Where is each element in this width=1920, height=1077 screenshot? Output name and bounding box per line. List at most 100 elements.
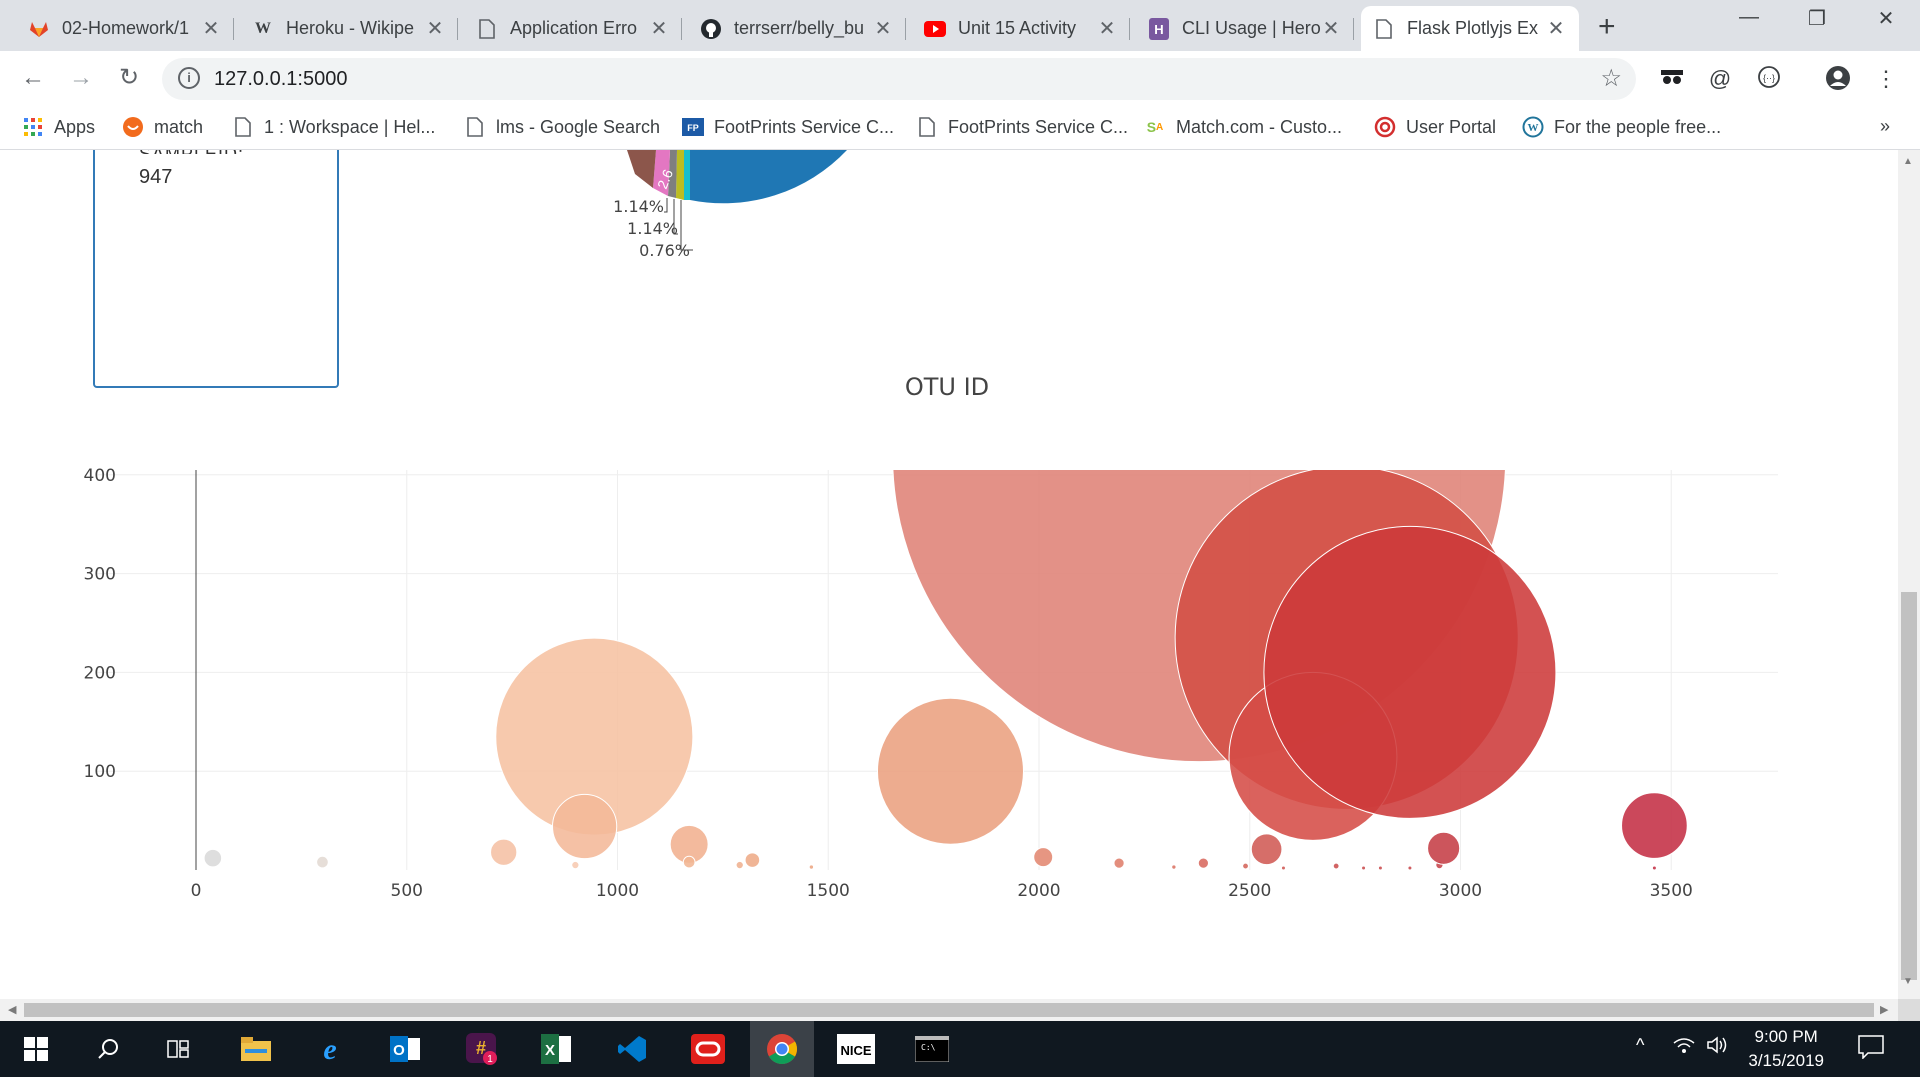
tab-github[interactable]: terrserr/belly_bu ✕	[688, 6, 906, 51]
menu-kebab-icon[interactable]: ⋮	[1875, 66, 1897, 91]
chrome-icon[interactable]	[750, 1021, 814, 1077]
oracle-icon[interactable]	[688, 1029, 728, 1069]
close-icon[interactable]: ✕	[426, 18, 444, 40]
bubble-point[interactable]	[316, 855, 329, 869]
bubble-point[interactable]	[1033, 847, 1054, 868]
edge-icon[interactable]: e	[310, 1029, 350, 1069]
bookmarks-overflow-chevron-icon[interactable]: »	[1880, 116, 1891, 136]
json-extension-icon[interactable]: {··}	[1755, 65, 1783, 93]
bubble-point[interactable]	[1263, 525, 1557, 819]
close-icon[interactable]: ✕	[1322, 18, 1340, 40]
notifications-icon[interactable]	[1858, 1035, 1884, 1064]
back-arrow-icon[interactable]: ←	[21, 64, 45, 91]
pie-slice-olive[interactable]	[676, 150, 684, 200]
pie-slice-blue[interactable]	[690, 150, 847, 204]
nice-icon[interactable]: NICE	[836, 1029, 876, 1069]
tab-cli-usage[interactable]: H CLI Usage | Hero ✕	[1136, 6, 1354, 51]
volume-icon[interactable]	[1706, 1035, 1730, 1060]
bubble-point[interactable]	[1361, 865, 1367, 870]
profile-avatar-icon[interactable]	[1824, 65, 1852, 93]
pie-slice-pink[interactable]	[653, 150, 670, 196]
bookmark-apps[interactable]: Apps	[22, 116, 95, 138]
terminal-icon[interactable]: C:\	[912, 1029, 952, 1069]
address-bar[interactable]: i 127.0.0.1:5000 ☆	[162, 58, 1636, 100]
bookmark-footprints-2[interactable]: FootPrints Service C...	[916, 116, 1128, 138]
vertical-scrollbar[interactable]: ▲ ▼	[1898, 150, 1920, 999]
bubble-point[interactable]	[571, 860, 580, 870]
url-text[interactable]: 127.0.0.1:5000	[214, 68, 348, 90]
bubble-point[interactable]	[552, 793, 618, 860]
bookmark-star-icon[interactable]: ☆	[1600, 65, 1622, 92]
bubble-point[interactable]	[1171, 864, 1177, 870]
slack-icon[interactable]: #1	[462, 1029, 502, 1069]
bubble-point[interactable]	[1113, 857, 1125, 869]
bookmark-footprints-1[interactable]: FP FootPrints Service C...	[682, 116, 894, 138]
horizontal-scroll-thumb[interactable]	[24, 1003, 1874, 1017]
bubble-point[interactable]	[1242, 862, 1249, 870]
reload-icon[interactable]: ↻	[118, 64, 140, 91]
bubble-point[interactable]	[735, 860, 744, 870]
scroll-right-arrow-icon[interactable]: ▶	[1880, 1004, 1889, 1016]
bubble-point[interactable]	[744, 852, 761, 868]
bubble-point[interactable]	[1651, 865, 1657, 870]
bubble-point[interactable]	[682, 855, 696, 869]
spiral-extension-icon[interactable]: @	[1708, 66, 1732, 91]
close-icon[interactable]: ✕	[1547, 18, 1565, 40]
restore-button[interactable]: ❐	[1808, 8, 1826, 30]
bubble-point[interactable]	[1621, 792, 1688, 859]
pie-slice-brown[interactable]	[627, 150, 656, 188]
scroll-down-arrow-icon[interactable]: ▼	[1903, 976, 1913, 987]
bookmark-for-the-people[interactable]: W For the people free...	[1522, 116, 1721, 138]
minimize-button[interactable]: —	[1739, 6, 1759, 28]
incognito-extension-icon[interactable]	[1658, 65, 1686, 93]
scroll-left-arrow-icon[interactable]: ◀	[8, 1004, 17, 1016]
svg-text:X: X	[545, 1042, 555, 1059]
bookmark-lms-search[interactable]: lms - Google Search	[464, 116, 660, 138]
bubble-point[interactable]	[808, 864, 815, 870]
close-icon[interactable]: ✕	[650, 18, 668, 40]
close-icon[interactable]: ✕	[1098, 18, 1116, 40]
bubble-point[interactable]	[1197, 857, 1209, 869]
tab-homework[interactable]: 02-Homework/1 ✕	[16, 6, 234, 51]
close-icon[interactable]: ✕	[202, 18, 220, 40]
task-view-icon[interactable]	[158, 1029, 198, 1069]
bubble-point[interactable]	[490, 838, 518, 866]
scroll-up-arrow-icon[interactable]: ▲	[1903, 156, 1913, 167]
tab-flask-plotly[interactable]: Flask Plotlyjs Ex ✕	[1361, 6, 1579, 51]
bookmark-user-portal[interactable]: User Portal	[1374, 116, 1496, 138]
windows-start-icon[interactable]	[16, 1029, 56, 1069]
tab-heroku-wiki[interactable]: W Heroku - Wikipe ✕	[240, 6, 458, 51]
horizontal-scrollbar[interactable]: ◀ ▶	[0, 999, 1898, 1021]
bubble-point[interactable]	[876, 697, 1024, 845]
info-icon[interactable]: i	[178, 67, 200, 89]
bubble-point[interactable]	[1280, 865, 1286, 870]
new-tab-button[interactable]: +	[1598, 10, 1616, 43]
bookmark-match[interactable]: match	[122, 116, 203, 138]
bubble-point[interactable]	[1407, 865, 1413, 870]
pie-slice-gray[interactable]	[668, 150, 677, 198]
forward-arrow-icon[interactable]: →	[69, 64, 93, 91]
search-icon[interactable]	[88, 1029, 128, 1069]
bookmark-workspace[interactable]: 1 : Workspace | Hel...	[232, 116, 435, 138]
show-hidden-icons-chevron-icon[interactable]: ^	[1636, 1035, 1645, 1055]
x-tick-label: 1500	[807, 881, 850, 901]
bubble-point[interactable]	[1250, 833, 1283, 866]
vscode-icon[interactable]	[612, 1029, 652, 1069]
bubble-point[interactable]	[203, 848, 223, 868]
file-explorer-icon[interactable]	[236, 1029, 276, 1069]
wifi-icon[interactable]	[1672, 1035, 1696, 1060]
pie-slice-cyan[interactable]	[684, 150, 690, 200]
clock[interactable]: 9:00 PM 3/15/2019	[1748, 1025, 1824, 1073]
bubble-chart: OTU ID 100 200 300 400 0 500 1000 1500 2000 2500 3…	[84, 373, 1778, 901]
bubble-point[interactable]	[1377, 865, 1383, 870]
excel-icon[interactable]: X	[536, 1029, 576, 1069]
bubble-point[interactable]	[1427, 831, 1461, 865]
outlook-icon[interactable]: O	[386, 1029, 426, 1069]
bubble-point[interactable]	[1332, 862, 1340, 870]
tab-unit15[interactable]: Unit 15 Activity ✕	[912, 6, 1130, 51]
close-icon[interactable]: ✕	[874, 18, 892, 40]
close-window-button[interactable]: ✕	[1877, 8, 1895, 30]
vertical-scroll-thumb[interactable]	[1901, 592, 1917, 980]
tab-application-error[interactable]: Application Erro ✕	[464, 6, 682, 51]
